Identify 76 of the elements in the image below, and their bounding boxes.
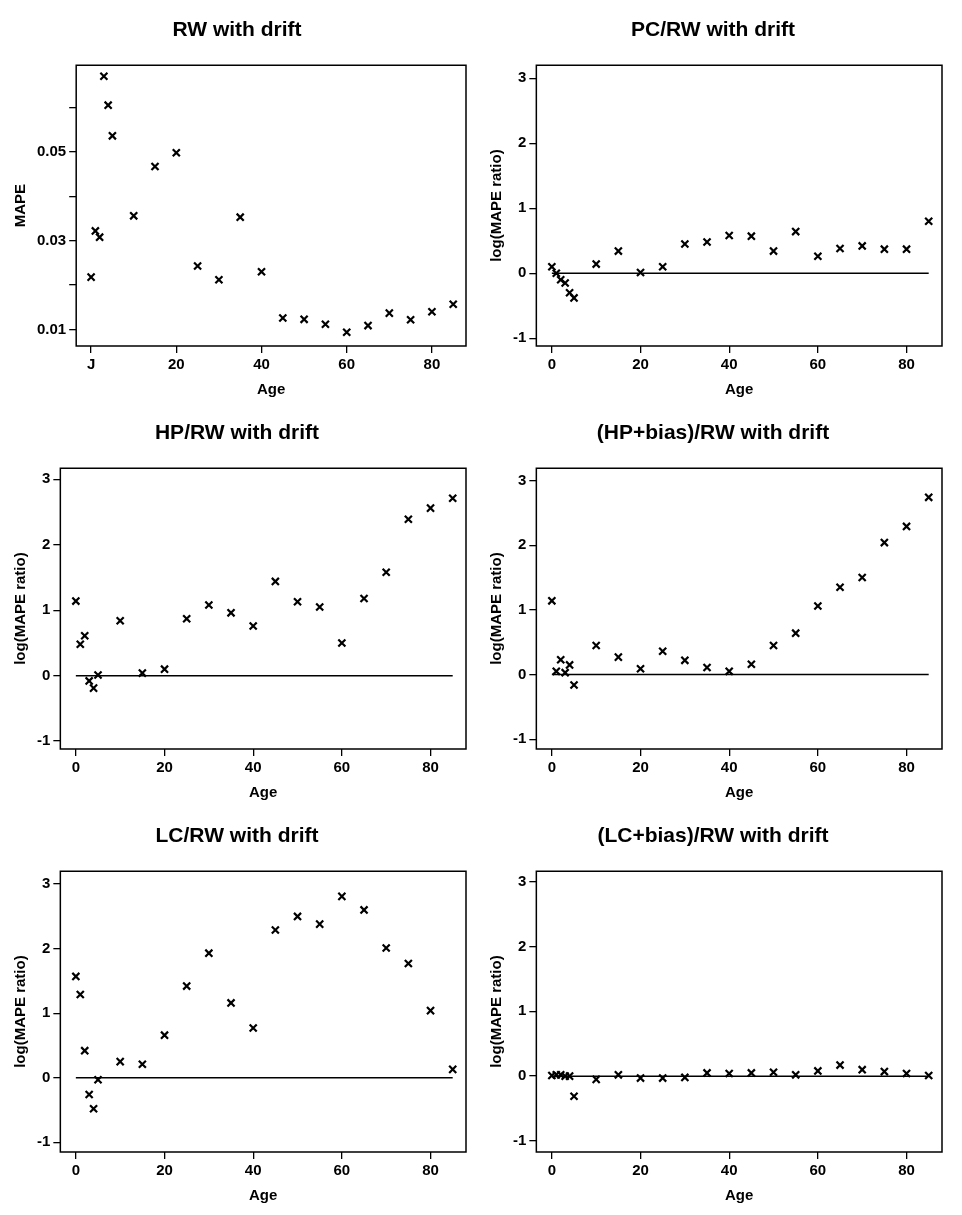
chart-title: PC/RW with drift: [630, 17, 796, 41]
y-tick-label: 2: [41, 938, 51, 956]
y-tick-label: 1: [517, 1001, 527, 1019]
chart-title: (LC+bias)/RW with drift: [597, 823, 829, 847]
x-tick-label: 40: [253, 355, 270, 373]
y-tick-label: 0: [517, 263, 527, 281]
x-axis-title: Age: [725, 380, 754, 398]
x-tick-label: 40: [244, 758, 262, 776]
chart-title: LC/RW with drift: [155, 823, 319, 847]
y-tick-label: 3: [41, 469, 51, 487]
y-tick-label: 0: [517, 664, 527, 682]
chart-title: HP/RW with drift: [154, 420, 320, 444]
x-tick-label: 20: [632, 355, 649, 373]
x-tick-label: 40: [720, 1161, 738, 1179]
x-tick-label: 80: [898, 1161, 915, 1179]
y-tick-label: -1: [512, 1131, 527, 1149]
x-tick-label: 0: [547, 1161, 557, 1179]
x-tick-label: 40: [720, 758, 738, 776]
y-axis-title: log(MAPE ratio): [487, 149, 505, 262]
x-tick-label: 80: [898, 758, 915, 776]
y-tick-label: 3: [517, 68, 527, 86]
x-tick-label: 20: [632, 758, 649, 776]
y-tick-label: -1: [512, 328, 527, 346]
y-tick-label: 0: [41, 1067, 51, 1085]
x-tick-label: 20: [632, 1161, 649, 1179]
x-tick-label: 60: [333, 758, 351, 776]
x-tick-label: 20: [156, 758, 173, 776]
x-tick-label: 60: [338, 355, 356, 373]
x-tick-label: 0: [547, 758, 557, 776]
chart-title: (HP+bias)/RW with drift: [596, 420, 830, 444]
x-tick-label: 0: [71, 758, 81, 776]
x-tick-label: 0: [71, 1161, 81, 1179]
y-tick-label: 2: [41, 534, 51, 552]
y-tick-label: 1: [41, 600, 51, 618]
y-tick-label: 0.05: [36, 141, 67, 159]
y-tick-label: 0: [517, 1066, 527, 1084]
y-tick-label: 1: [517, 600, 527, 618]
x-tick-label: 60: [333, 1161, 351, 1179]
x-tick-label: 20: [156, 1161, 173, 1179]
x-tick-label: 20: [167, 355, 185, 373]
x-tick-label: 80: [898, 355, 915, 373]
x-axis-title: Age: [725, 783, 754, 801]
y-axis-title: log(MAPE ratio): [487, 955, 505, 1068]
x-tick-label: 0: [547, 355, 557, 373]
x-tick-label: 80: [422, 758, 439, 776]
x-tick-label: 60: [809, 355, 827, 373]
x-tick-label: 40: [244, 1161, 262, 1179]
y-axis-title: log(MAPE ratio): [11, 955, 29, 1068]
y-tick-label: 1: [517, 198, 527, 216]
x-axis-title: Age: [256, 380, 286, 398]
x-tick-label: 80: [422, 1161, 439, 1179]
x-tick-label: 60: [809, 1161, 827, 1179]
x-tick-label: 40: [720, 355, 738, 373]
y-tick-label: 2: [517, 133, 527, 151]
y-tick-label: 3: [41, 874, 51, 892]
x-tick-label: 80: [423, 355, 441, 373]
y-tick-label: 0: [41, 665, 51, 683]
x-axis-title: Age: [725, 1186, 754, 1204]
y-tick-label: 3: [517, 871, 527, 889]
y-tick-label: 2: [517, 535, 527, 553]
y-axis-title: MAPE: [11, 183, 29, 228]
chart-title: RW with drift: [172, 17, 302, 41]
y-tick-label: -1: [36, 731, 51, 749]
x-axis-title: Age: [249, 1186, 278, 1204]
y-tick-label: 0.03: [36, 230, 67, 248]
y-axis-title: log(MAPE ratio): [11, 552, 29, 665]
y-tick-label: 0.01: [36, 319, 67, 337]
x-tick-label: J: [86, 355, 96, 373]
y-tick-label: 3: [517, 470, 527, 488]
x-axis-title: Age: [249, 783, 278, 801]
y-tick-label: 1: [41, 1003, 51, 1021]
y-tick-label: 2: [517, 936, 527, 954]
y-axis-title: log(MAPE ratio): [487, 552, 505, 665]
y-tick-label: -1: [36, 1132, 51, 1150]
x-tick-label: 60: [809, 758, 827, 776]
y-tick-label: -1: [512, 729, 527, 747]
